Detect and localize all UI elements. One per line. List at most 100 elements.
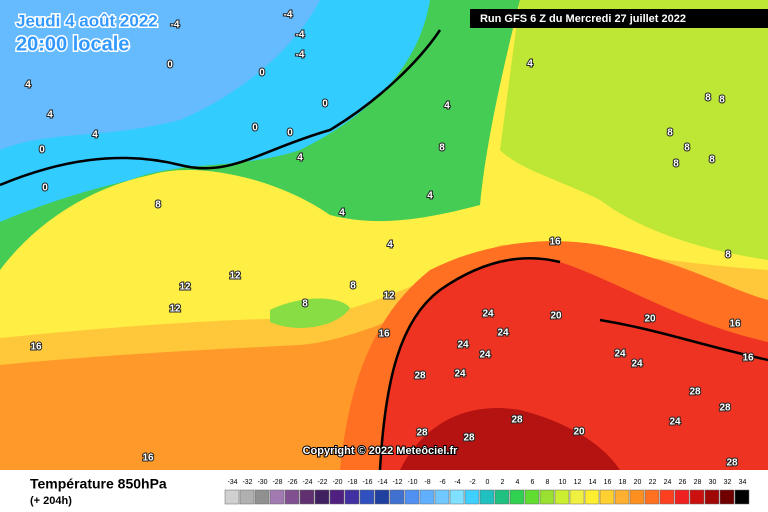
contour-label: 4 xyxy=(527,59,533,70)
contour-label: 12 xyxy=(383,291,395,302)
field-8 xyxy=(500,0,768,260)
contour-label: 8 xyxy=(705,93,711,104)
legend-label: 6 xyxy=(531,479,535,486)
contour-label: -4 xyxy=(296,30,305,41)
legend-label: 16 xyxy=(604,479,612,486)
legend-swatch xyxy=(569,489,585,505)
legend-label: -12 xyxy=(392,479,402,486)
contour-label: 28 xyxy=(726,458,738,469)
contour-label: 28 xyxy=(416,428,428,439)
footer-lead: (+ 204h) xyxy=(30,495,72,507)
field-28 xyxy=(400,408,620,470)
contour-label: 24 xyxy=(479,350,491,361)
contour-label: 4 xyxy=(339,208,345,219)
legend-label: 0 xyxy=(486,479,490,486)
contour-label: 4 xyxy=(427,191,433,202)
contour-label: 24 xyxy=(482,309,494,320)
footer-title: Température 850hPa xyxy=(30,476,167,492)
contour-label: 8 xyxy=(667,128,673,139)
legend-swatch xyxy=(584,489,600,505)
contour-label: 24 xyxy=(454,369,466,380)
contour-label: 24 xyxy=(497,328,509,339)
legend-swatch xyxy=(329,489,345,505)
contour-label: 8 xyxy=(709,155,715,166)
time-title: 20:00 locale xyxy=(16,33,129,55)
contour-label: 0 xyxy=(252,123,258,134)
legend-label: 10 xyxy=(559,479,567,486)
legend-swatch xyxy=(629,489,645,505)
contour-label: 8 xyxy=(684,143,690,154)
legend-swatch xyxy=(269,489,285,505)
contour-label: 20 xyxy=(644,314,656,325)
legend-swatch xyxy=(254,489,270,505)
contour-label: 20 xyxy=(573,427,585,438)
contour-label: 8 xyxy=(350,281,356,292)
color-legend: -34 -32 -30 -28 -26 -24 -22 -20 -18 -16 -14 -12 -10-… xyxy=(224,479,750,505)
legend-swatch xyxy=(524,489,540,505)
legend-swatch xyxy=(449,489,465,505)
legend-swatch xyxy=(299,489,315,505)
legend-swatch xyxy=(404,489,420,505)
legend-swatch xyxy=(689,489,705,505)
contour-label: 28 xyxy=(511,415,523,426)
legend-swatch xyxy=(284,489,300,505)
legend-swatch xyxy=(479,489,495,505)
map-field xyxy=(0,0,768,471)
legend-label: 8 xyxy=(546,479,550,486)
contour-label: -4 xyxy=(296,50,305,61)
legend-swatch xyxy=(554,489,570,505)
contour-label: 24 xyxy=(669,417,681,428)
contour-label: 28 xyxy=(689,387,701,398)
legend-label: -10 xyxy=(407,479,417,486)
legend-label: 34 xyxy=(739,479,747,486)
contour-label: 0 xyxy=(322,99,328,110)
contour-label: 24 xyxy=(457,340,469,351)
contour-label: -4 xyxy=(171,20,180,31)
contour-line xyxy=(599,318,768,362)
contour-label: 4 xyxy=(25,80,31,91)
contour-label: 8 xyxy=(673,159,679,170)
legend-swatch xyxy=(599,489,615,505)
legend-swatch xyxy=(464,489,480,505)
legend-label: 14 xyxy=(589,479,597,486)
legend-label: -22 xyxy=(317,479,327,486)
legend-label: -18 xyxy=(347,479,357,486)
legend-label: -26 xyxy=(287,479,297,486)
contour-label: 16 xyxy=(142,453,154,464)
contour-label: 0 xyxy=(287,128,293,139)
legend-label: -14 xyxy=(377,479,387,486)
contour-label: 0 xyxy=(42,183,48,194)
contour-label: 4 xyxy=(297,153,303,164)
contour-label: 4 xyxy=(92,130,98,141)
contour-label: 0 xyxy=(167,60,173,71)
contour-label: 4 xyxy=(47,110,53,121)
contour-label: 8 xyxy=(155,200,161,211)
legend-swatch xyxy=(374,489,390,505)
contour-label: 24 xyxy=(631,359,643,370)
legend-label: 12 xyxy=(574,479,582,486)
legend-label: -30 xyxy=(257,479,267,486)
date-title: Jeudi 4 août 2022 xyxy=(16,11,158,30)
field-m4 xyxy=(0,0,320,150)
legend-swatch xyxy=(719,489,735,505)
legend-swatch xyxy=(344,489,360,505)
legend-swatch xyxy=(734,489,750,505)
legend-swatch xyxy=(224,489,240,505)
contour-label: 12 xyxy=(229,271,241,282)
legend-label: -4 xyxy=(454,479,460,486)
legend-label: -24 xyxy=(302,479,312,486)
contour-label: 0 xyxy=(39,145,45,156)
contour-label: 4 xyxy=(387,240,393,251)
contour-line xyxy=(0,29,442,187)
copyright: Copyright © 2022 Meteôciel.fr xyxy=(303,445,459,457)
legend-swatch xyxy=(539,489,555,505)
legend-swatch xyxy=(704,489,720,505)
legend-swatch xyxy=(509,489,525,505)
legend-label: -8 xyxy=(424,479,430,486)
contour-label: -4 xyxy=(284,10,293,21)
legend-label: 32 xyxy=(724,479,732,486)
contour-label: 16 xyxy=(742,353,754,364)
legend-label: 26 xyxy=(679,479,687,486)
